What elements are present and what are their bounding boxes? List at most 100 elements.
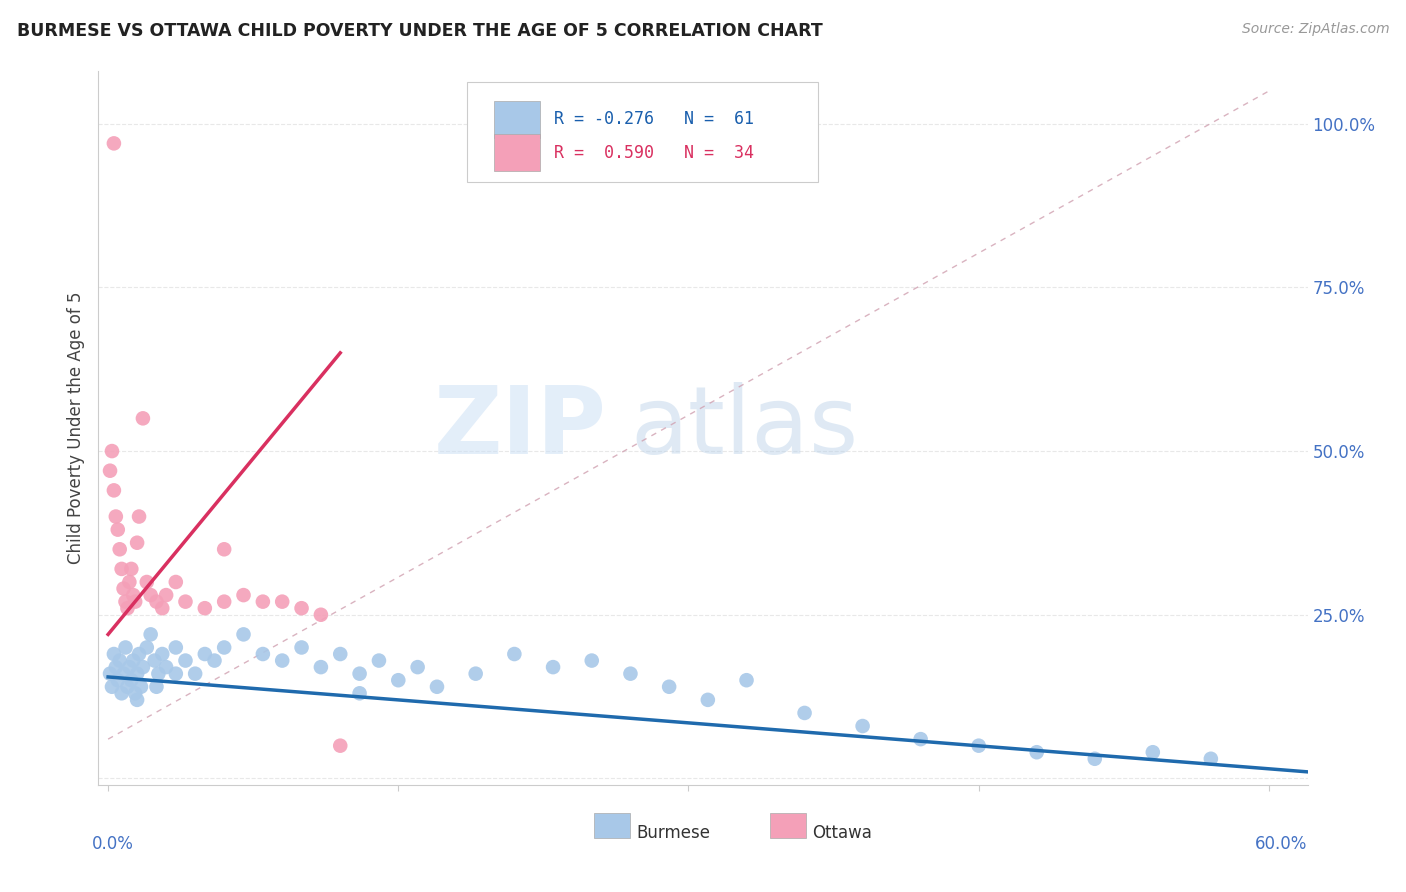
Text: ZIP: ZIP: [433, 382, 606, 475]
Point: [349, 686, 371, 700]
Point: [174, 654, 197, 668]
Point: [426, 680, 449, 694]
Point: [619, 666, 641, 681]
Point: [103, 483, 125, 498]
Point: [150, 601, 173, 615]
Point: [104, 509, 127, 524]
Point: [129, 680, 152, 694]
Point: [135, 640, 157, 655]
Bar: [595, 813, 630, 838]
Point: [101, 680, 124, 694]
Point: [252, 594, 274, 608]
Point: [145, 594, 167, 608]
Point: [290, 601, 312, 615]
Point: [112, 582, 135, 596]
Point: [232, 588, 254, 602]
Point: [128, 509, 150, 524]
Point: [212, 542, 235, 557]
Point: [658, 680, 681, 694]
Point: [349, 666, 371, 681]
Point: [114, 594, 136, 608]
Point: [271, 594, 294, 608]
Text: R = -0.276   N =  61: R = -0.276 N = 61: [554, 111, 754, 128]
Point: [793, 706, 815, 720]
Point: [174, 594, 197, 608]
Point: [122, 654, 145, 668]
Point: [232, 627, 254, 641]
Point: [1199, 752, 1222, 766]
Point: [120, 673, 142, 688]
Text: atlas: atlas: [630, 382, 859, 475]
Point: [329, 647, 352, 661]
Point: [329, 739, 352, 753]
Point: [910, 732, 932, 747]
Point: [212, 640, 235, 655]
Point: [155, 588, 177, 602]
Point: [271, 654, 294, 668]
Point: [107, 673, 129, 688]
Point: [309, 607, 332, 622]
Point: [101, 444, 124, 458]
Point: [118, 660, 141, 674]
Point: [111, 686, 134, 700]
Point: [464, 666, 486, 681]
Point: [503, 647, 526, 661]
Point: [112, 666, 135, 681]
Text: Burmese: Burmese: [637, 824, 710, 842]
Point: [541, 660, 564, 674]
Point: [1025, 745, 1047, 759]
Point: [127, 535, 149, 549]
Point: [150, 647, 173, 661]
Point: [103, 136, 125, 151]
Point: [139, 627, 162, 641]
Bar: [494, 101, 540, 137]
Point: [135, 574, 157, 589]
Point: [165, 574, 187, 589]
Bar: [494, 134, 540, 171]
Text: Source: ZipAtlas.com: Source: ZipAtlas.com: [1241, 22, 1389, 37]
Point: [132, 660, 155, 674]
Text: BURMESE VS OTTAWA CHILD POVERTY UNDER THE AGE OF 5 CORRELATION CHART: BURMESE VS OTTAWA CHILD POVERTY UNDER TH…: [17, 22, 823, 40]
Text: 0.0%: 0.0%: [93, 835, 134, 853]
Point: [145, 680, 167, 694]
Point: [387, 673, 409, 688]
Point: [184, 666, 207, 681]
Point: [194, 601, 217, 615]
Point: [967, 739, 990, 753]
Text: Ottawa: Ottawa: [811, 824, 872, 842]
Y-axis label: Child Poverty Under the Age of 5: Child Poverty Under the Age of 5: [67, 292, 86, 565]
Point: [735, 673, 758, 688]
Point: [108, 654, 131, 668]
Point: [127, 666, 149, 681]
Point: [696, 693, 718, 707]
Text: 60.0%: 60.0%: [1256, 835, 1308, 853]
Point: [139, 588, 162, 602]
Point: [309, 660, 332, 674]
Point: [406, 660, 429, 674]
Point: [127, 693, 149, 707]
Point: [108, 542, 131, 557]
Point: [148, 666, 170, 681]
Point: [117, 601, 139, 615]
Point: [124, 594, 146, 608]
Point: [194, 647, 217, 661]
Point: [128, 647, 150, 661]
Point: [98, 464, 121, 478]
Point: [1084, 752, 1107, 766]
Point: [120, 562, 142, 576]
Point: [114, 640, 136, 655]
Point: [124, 686, 146, 700]
Point: [107, 523, 129, 537]
Point: [118, 574, 141, 589]
Bar: [769, 813, 806, 838]
Point: [581, 654, 603, 668]
Point: [104, 660, 127, 674]
Point: [368, 654, 391, 668]
Point: [204, 654, 226, 668]
Point: [165, 640, 187, 655]
Point: [122, 588, 145, 602]
Text: R =  0.590   N =  34: R = 0.590 N = 34: [554, 145, 754, 162]
Point: [98, 666, 121, 681]
Point: [165, 666, 187, 681]
Point: [103, 647, 125, 661]
